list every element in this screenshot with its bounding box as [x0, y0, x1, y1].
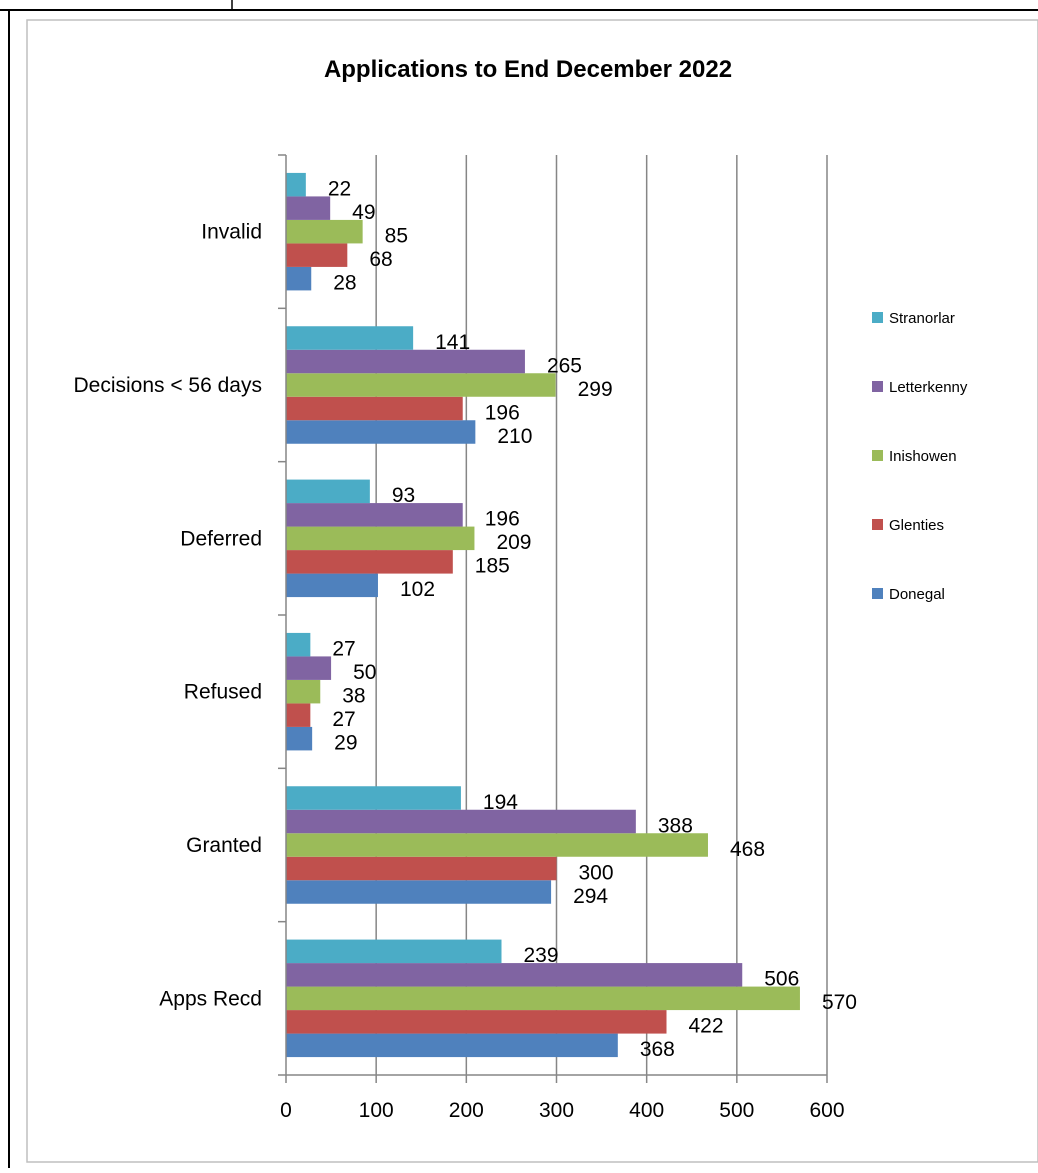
data-label-invalid-glenties: 68 [369, 248, 392, 271]
data-label-decisions-56-days-stranorlar: 141 [435, 331, 470, 354]
data-label-invalid-inishowen: 85 [385, 224, 408, 247]
category-label-apps-recd: Apps Recd [159, 987, 262, 1010]
x-tick-label-400: 400 [629, 1099, 664, 1122]
x-tick-label-500: 500 [719, 1099, 754, 1122]
gridlines [375, 155, 828, 1075]
data-label-apps-recd-glenties: 422 [689, 1015, 724, 1038]
category-labels: Apps Recd Granted Refused Deferred Decisions… [73, 221, 262, 1011]
data-label-refused-letterkenny: 50 [353, 661, 376, 684]
bar-apps-recd-stranorlar [286, 939, 502, 964]
data-label-decisions-56-days-donegal: 210 [497, 425, 532, 448]
bar-invalid-letterkenny [286, 196, 331, 220]
x-tick-label-200: 200 [449, 1099, 484, 1122]
bar-invalid-glenties [286, 243, 348, 267]
data-label-apps-recd-stranorlar: 239 [523, 944, 558, 967]
bar-granted-inishowen [286, 833, 708, 857]
bar-deferred-donegal [286, 573, 378, 598]
legend-label-donegal: Donegal [889, 586, 945, 603]
data-label-refused-donegal: 29 [334, 731, 357, 754]
bar-invalid-stranorlar [286, 172, 306, 197]
bars [286, 172, 800, 1058]
category-label-deferred: Deferred [180, 527, 262, 550]
bar-granted-stranorlar [286, 786, 461, 810]
data-label-refused-glenties: 27 [332, 708, 355, 731]
bar-apps-recd-donegal [286, 1033, 618, 1058]
data-label-decisions-56-days-glenties: 196 [485, 401, 520, 424]
bar-apps-recd-letterkenny [286, 963, 743, 987]
data-label-granted-donegal: 294 [573, 885, 608, 908]
x-tick-label-100: 100 [359, 1099, 394, 1122]
data-label-deferred-donegal: 102 [400, 578, 435, 601]
chart-title: Applications to End December 2022 [324, 56, 732, 83]
legend-label-inishowen: Inishowen [889, 448, 957, 465]
data-label-invalid-stranorlar: 22 [328, 177, 351, 200]
legend-swatch-glenties [872, 519, 883, 530]
legend-swatch-inishowen [872, 450, 883, 461]
bar-decisions-56-days-glenties [286, 396, 463, 421]
data-label-apps-recd-inishowen: 570 [822, 991, 857, 1014]
bar-granted-letterkenny [286, 809, 636, 834]
bar-refused-glenties [286, 703, 311, 727]
legend-swatch-stranorlar [872, 312, 883, 323]
axes [278, 154, 828, 1083]
bar-refused-donegal [286, 726, 313, 751]
legend-label-stranorlar: Stranorlar [889, 310, 955, 327]
x-tick-labels: 0 100 200 300 400 500 600 [280, 1099, 844, 1122]
bar-granted-glenties [286, 856, 557, 881]
bar-apps-recd-glenties [286, 1010, 667, 1034]
legend: Stranorlar Letterkenny Inishowen Glenties Do… [872, 310, 968, 603]
bar-decisions-56-days-letterkenny [286, 349, 525, 374]
bar-deferred-glenties [286, 550, 453, 574]
bar-deferred-stranorlar [286, 479, 370, 504]
data-label-deferred-inishowen: 209 [496, 531, 531, 554]
legend-label-letterkenny: Letterkenny [889, 379, 968, 396]
legend-swatch-donegal [872, 588, 883, 599]
bar-apps-recd-inishowen [286, 986, 800, 1011]
data-label-invalid-letterkenny: 49 [352, 201, 375, 224]
bar-refused-inishowen [286, 679, 321, 704]
bar-refused-stranorlar [286, 632, 311, 657]
category-label-decisions-56-days: Decisions < 56 days [73, 374, 262, 397]
x-tick-label-600: 600 [809, 1099, 844, 1122]
data-label-deferred-glenties: 185 [475, 555, 510, 578]
bar-deferred-inishowen [286, 526, 475, 551]
data-label-deferred-letterkenny: 196 [485, 508, 520, 531]
category-label-granted: Granted [186, 834, 262, 857]
data-label-refused-inishowen: 38 [342, 684, 365, 707]
bar-deferred-letterkenny [286, 503, 463, 527]
data-label-refused-stranorlar: 27 [332, 637, 355, 660]
bar-granted-donegal [286, 880, 552, 904]
data-label-apps-recd-donegal: 368 [640, 1038, 675, 1061]
category-label-refused: Refused [184, 681, 262, 704]
bar-invalid-inishowen [286, 219, 363, 244]
data-label-granted-stranorlar: 194 [483, 791, 518, 814]
bar-decisions-56-days-inishowen [286, 373, 556, 397]
x-tick-label-0: 0 [280, 1099, 292, 1122]
data-label-deferred-stranorlar: 93 [392, 484, 415, 507]
data-label-granted-letterkenny: 388 [658, 814, 693, 837]
data-labels: 3684225705062392943004683881942927385027… [328, 177, 857, 1061]
data-label-decisions-56-days-letterkenny: 265 [547, 354, 582, 377]
bar-decisions-56-days-stranorlar [286, 326, 414, 350]
data-label-granted-inishowen: 468 [730, 838, 765, 861]
x-tick-label-300: 300 [539, 1099, 574, 1122]
legend-swatch-letterkenny [872, 381, 883, 392]
bar-refused-letterkenny [286, 656, 332, 680]
data-label-granted-glenties: 300 [579, 861, 614, 884]
category-label-invalid: Invalid [201, 221, 262, 244]
legend-label-glenties: Glenties [889, 517, 944, 534]
bar-decisions-56-days-donegal [286, 420, 476, 444]
bar-invalid-donegal [286, 266, 312, 291]
data-label-decisions-56-days-inishowen: 299 [578, 378, 613, 401]
data-label-apps-recd-letterkenny: 506 [764, 968, 799, 991]
data-label-invalid-donegal: 28 [333, 271, 356, 294]
